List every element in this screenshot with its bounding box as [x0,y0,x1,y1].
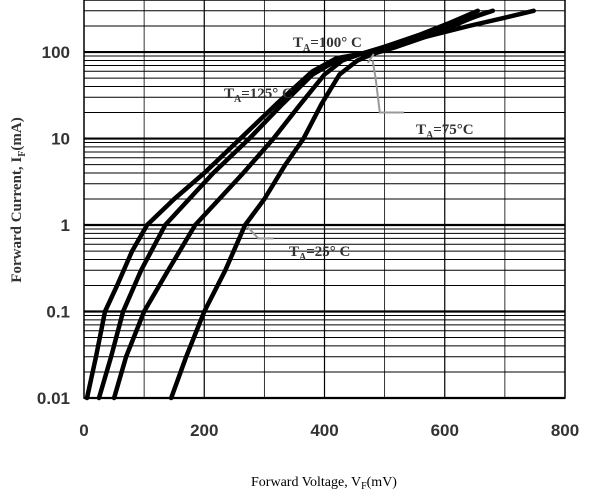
y-tick-label: 0.01 [37,389,70,408]
x-tick-labels: 0 200 400 600 800 [79,421,579,440]
grid [84,0,565,400]
y-tick-label: 100 [42,43,70,62]
y-tick-label: 10 [51,130,70,149]
annotation-ta-25: TA=25° C [289,244,350,263]
series-group [84,8,536,401]
leader-ta-25 [246,226,274,240]
x-tick-label: 600 [431,421,459,440]
x-tick-label: 200 [190,421,218,440]
y-tick-labels: 0.01 0.1 1 10 100 [37,43,70,408]
plot-frame [83,0,566,399]
annotation-leaders [246,53,404,240]
x-tick-label: 800 [551,421,579,440]
annotation-ta-75: TA=75°C [416,122,474,141]
x-tick-label: 400 [310,421,338,440]
leader-ta-75 [371,60,404,114]
x-tick-label: 0 [79,421,88,440]
annotation-ta-100: TA=100° C [293,35,362,54]
y-axis-title: Forward Current, IF(mA) [9,117,28,282]
annotation-ta-125: TA=125° C [224,86,293,105]
leader-ta-100 [366,53,375,64]
y-tick-label: 1 [61,216,70,235]
x-axis-title: Forward Voltage, VF(mV) [251,475,397,492]
y-tick-label: 0.1 [46,303,70,322]
series-line-4 [168,9,490,401]
